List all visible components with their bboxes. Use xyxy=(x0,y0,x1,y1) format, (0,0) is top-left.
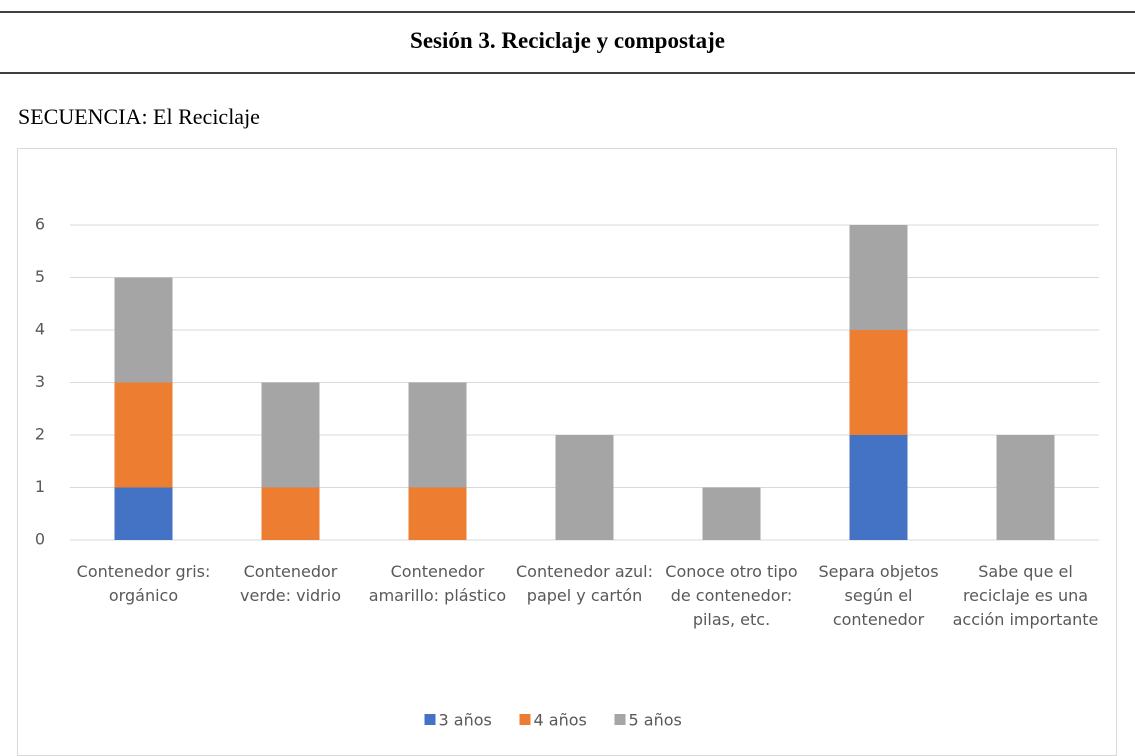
section-title: SECUENCIA: El Reciclaje xyxy=(18,104,260,129)
bar-segment xyxy=(114,487,173,540)
x-tick-label: Separa objetos según el contenedor xyxy=(818,562,939,629)
x-tick-label: Contenedor azul: papel y cartón xyxy=(516,562,653,605)
y-tick-label: 5 xyxy=(35,267,45,286)
legend-swatch xyxy=(424,714,436,725)
x-tick-label: Contenedor gris: orgánico xyxy=(76,562,211,605)
legend-label: 4 años xyxy=(534,711,587,730)
y-tick-label: 2 xyxy=(35,425,45,444)
x-tick-label: Conoce otro tipo de contenedor: pilas, e… xyxy=(665,562,798,629)
y-tick-label: 4 xyxy=(35,320,45,339)
bar-segment xyxy=(849,225,908,330)
bar-segment xyxy=(261,382,320,488)
bar-segment xyxy=(849,330,908,435)
legend-swatch xyxy=(614,714,626,725)
legend-swatch xyxy=(519,714,531,725)
bar-segment xyxy=(114,277,173,383)
y-tick-label: 0 xyxy=(35,530,45,549)
bar-segment xyxy=(408,487,467,540)
bar-segment xyxy=(408,382,467,488)
bar-segment xyxy=(261,487,320,540)
bar-segment xyxy=(114,382,173,488)
legend-label: 3 años xyxy=(439,711,492,730)
bar-segment xyxy=(702,487,761,540)
page-title: Sesión 3. Reciclaje y compostaje xyxy=(410,28,725,53)
x-tick-label: Contenedor amarillo: plástico xyxy=(368,562,507,605)
x-tick-label: Contenedor verde: vidrio xyxy=(240,562,341,605)
bar-segment xyxy=(996,435,1055,540)
bar-segment xyxy=(849,435,908,540)
y-tick-label: 3 xyxy=(35,372,45,391)
y-tick-label: 6 xyxy=(35,215,45,234)
bar-segment xyxy=(555,435,614,540)
y-tick-label: 1 xyxy=(35,477,45,496)
legend-label: 5 años xyxy=(629,711,682,730)
x-tick-label: Sabe que el reciclaje es una acción impo… xyxy=(952,562,1099,629)
